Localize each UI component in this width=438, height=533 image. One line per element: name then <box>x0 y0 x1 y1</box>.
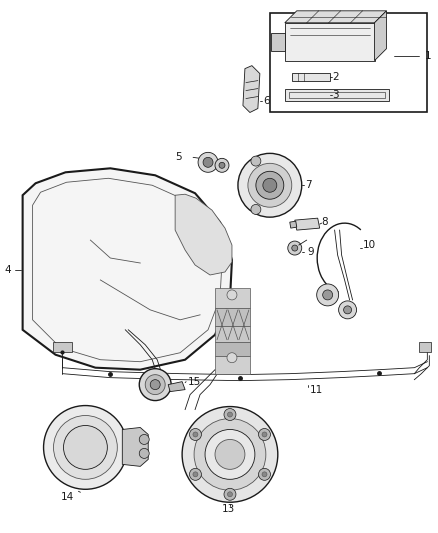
Circle shape <box>227 290 237 300</box>
Polygon shape <box>122 427 148 466</box>
Circle shape <box>238 154 302 217</box>
Circle shape <box>224 409 236 421</box>
Polygon shape <box>175 194 232 275</box>
Circle shape <box>292 245 298 251</box>
Text: 8: 8 <box>321 217 328 227</box>
Circle shape <box>193 432 198 437</box>
Circle shape <box>139 434 149 445</box>
Polygon shape <box>215 326 250 342</box>
Text: 4: 4 <box>5 265 11 275</box>
Circle shape <box>248 163 292 207</box>
Text: 5: 5 <box>175 152 182 163</box>
Polygon shape <box>53 342 72 352</box>
Circle shape <box>193 472 198 477</box>
Circle shape <box>145 375 165 394</box>
Circle shape <box>190 429 201 440</box>
Polygon shape <box>215 288 250 308</box>
Text: 11: 11 <box>310 385 323 394</box>
Circle shape <box>317 284 339 306</box>
Circle shape <box>343 306 352 314</box>
Text: 6: 6 <box>263 95 269 106</box>
Polygon shape <box>285 88 389 101</box>
Circle shape <box>198 152 218 172</box>
Circle shape <box>215 158 229 172</box>
Circle shape <box>43 406 127 489</box>
Circle shape <box>262 432 267 437</box>
Polygon shape <box>419 342 431 352</box>
Polygon shape <box>243 66 260 112</box>
Circle shape <box>182 407 278 502</box>
Circle shape <box>256 171 284 199</box>
Circle shape <box>194 418 266 490</box>
Polygon shape <box>215 308 250 326</box>
Text: 2: 2 <box>332 71 339 82</box>
Polygon shape <box>215 342 250 356</box>
Text: 14: 14 <box>60 492 74 502</box>
Circle shape <box>53 416 117 479</box>
Circle shape <box>251 205 261 214</box>
Text: 1: 1 <box>424 51 431 61</box>
Circle shape <box>205 430 255 479</box>
Circle shape <box>219 163 225 168</box>
Polygon shape <box>290 221 297 228</box>
Polygon shape <box>292 72 330 80</box>
Text: 7: 7 <box>305 180 311 190</box>
Circle shape <box>323 290 332 300</box>
Circle shape <box>339 301 357 319</box>
Circle shape <box>203 157 213 167</box>
Polygon shape <box>23 168 232 370</box>
Polygon shape <box>271 33 285 51</box>
Circle shape <box>288 241 302 255</box>
Polygon shape <box>295 218 320 230</box>
Polygon shape <box>215 356 250 374</box>
Circle shape <box>190 469 201 480</box>
Polygon shape <box>285 23 374 61</box>
Circle shape <box>251 156 261 166</box>
Circle shape <box>227 492 233 497</box>
Text: 10: 10 <box>363 240 376 250</box>
Circle shape <box>139 369 171 401</box>
Polygon shape <box>168 382 185 392</box>
Text: 13: 13 <box>222 504 235 514</box>
Circle shape <box>227 412 233 417</box>
Text: 15: 15 <box>188 377 201 386</box>
Circle shape <box>263 178 277 192</box>
Text: 9: 9 <box>308 247 314 257</box>
Circle shape <box>262 472 267 477</box>
Circle shape <box>139 448 149 458</box>
Circle shape <box>258 429 271 440</box>
Circle shape <box>215 439 245 470</box>
Polygon shape <box>374 11 386 61</box>
Text: 3: 3 <box>332 90 339 100</box>
Circle shape <box>64 425 107 470</box>
Circle shape <box>258 469 271 480</box>
Circle shape <box>224 488 236 500</box>
Circle shape <box>150 379 160 390</box>
FancyBboxPatch shape <box>270 13 427 112</box>
Polygon shape <box>285 11 386 23</box>
Circle shape <box>227 353 237 362</box>
